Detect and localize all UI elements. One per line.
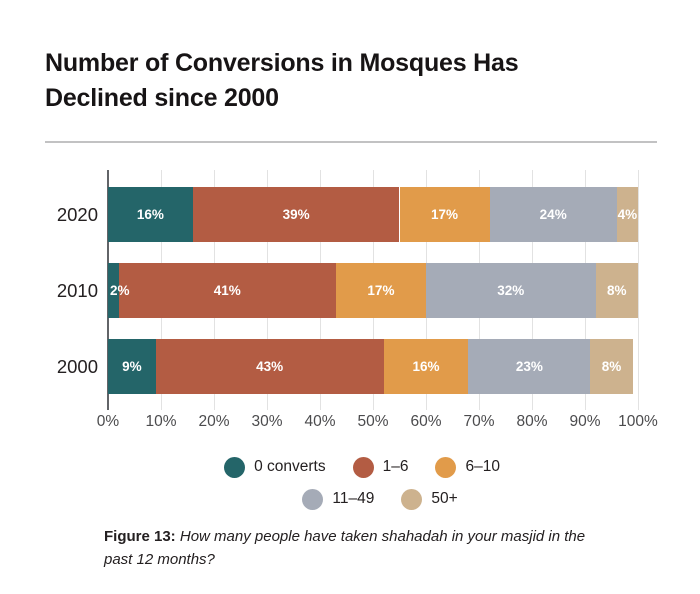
legend-label: 50+ xyxy=(431,490,458,507)
category-label: 2020 xyxy=(56,203,98,225)
figure-caption: Figure 13: How many people have taken sh… xyxy=(104,525,601,571)
bar-segment: 8% xyxy=(595,263,638,318)
bar-segment: 17% xyxy=(335,263,426,318)
segment-value-label: 43% xyxy=(256,359,284,374)
legend-label: 0 converts xyxy=(254,458,326,475)
chart-title: Number of Conversions in Mosques Has Dec… xyxy=(45,46,665,116)
segment-value-label: 32% xyxy=(497,283,525,298)
bar-segment: 41% xyxy=(118,263,336,318)
category-label: 2010 xyxy=(56,279,98,301)
legend-swatch xyxy=(401,488,423,510)
bar-segment: 17% xyxy=(399,187,490,242)
bar-segment: 24% xyxy=(489,187,617,242)
segment-value-label: 9% xyxy=(122,359,142,374)
segment-value-label: 17% xyxy=(431,207,459,222)
x-tick-label: 60% xyxy=(410,413,442,430)
bar-segment: 2% xyxy=(108,263,130,318)
x-tick-label: 30% xyxy=(251,413,283,430)
legend-swatch xyxy=(352,456,374,478)
legend-item: 50+ xyxy=(401,488,458,510)
legend-label: 11–49 xyxy=(332,490,375,507)
legend-item: 0 converts xyxy=(224,456,326,478)
segment-value-label: 8% xyxy=(601,359,622,374)
x-tick-label: 10% xyxy=(145,413,177,430)
chart-title-line-2: Declined since 2000 xyxy=(45,84,279,112)
legend: 0 converts 1–6 6–10 11–49 50+ xyxy=(0,456,700,510)
segment-value-label: 8% xyxy=(607,283,627,298)
legend-item: 6–10 xyxy=(435,456,500,478)
x-tick-label: 50% xyxy=(357,413,389,430)
segment-value-label: 17% xyxy=(367,283,395,298)
bar-segment: 9% xyxy=(108,339,156,394)
legend-label: 1–6 xyxy=(382,458,409,475)
bar-segment: 8% xyxy=(590,339,633,394)
segment-value-label: 4% xyxy=(617,207,638,222)
x-tick-label: 80% xyxy=(516,413,548,430)
bar-segment: 43% xyxy=(155,339,384,394)
segment-value-label: 24% xyxy=(539,207,567,222)
bar-segment: 16% xyxy=(108,187,193,242)
bar-segment: 39% xyxy=(192,187,400,242)
bar-segment: 4% xyxy=(616,187,638,242)
legend-item: 11–49 xyxy=(302,488,375,510)
legend-swatch xyxy=(435,456,457,478)
bar-segment: 23% xyxy=(468,339,591,394)
figure-caption-label: Figure 13: xyxy=(104,528,176,545)
gridline xyxy=(638,170,639,410)
x-tick-label: 90% xyxy=(569,413,601,430)
segment-value-label: 16% xyxy=(412,359,440,374)
segment-value-label: 41% xyxy=(213,283,241,298)
segment-value-label: 2% xyxy=(110,283,130,298)
legend-label: 6–10 xyxy=(465,458,500,475)
figure-caption-text: How many people have taken shahadah in y… xyxy=(104,528,586,568)
bar-segment: 32% xyxy=(426,263,596,318)
x-tick-label: 100% xyxy=(618,413,658,430)
category-label: 2000 xyxy=(56,355,98,377)
x-tick-label: 20% xyxy=(198,413,230,430)
segment-value-label: 16% xyxy=(136,207,164,222)
x-tick-label: 40% xyxy=(304,413,336,430)
legend-item: 1–6 xyxy=(352,456,409,478)
segment-value-label: 23% xyxy=(515,359,543,374)
legend-row: 0 converts 1–6 6–10 xyxy=(12,456,700,478)
x-tick-label: 70% xyxy=(463,413,495,430)
segment-value-label: 39% xyxy=(282,207,310,222)
bar-segment: 16% xyxy=(383,339,469,394)
chart-title-line-1: Number of Conversions in Mosques Has xyxy=(45,49,519,77)
legend-swatch xyxy=(224,456,246,478)
x-tick-label: 0% xyxy=(96,413,120,430)
legend-swatch xyxy=(302,488,324,510)
legend-row: 11–49 50+ xyxy=(30,488,700,510)
title-divider xyxy=(45,141,657,143)
